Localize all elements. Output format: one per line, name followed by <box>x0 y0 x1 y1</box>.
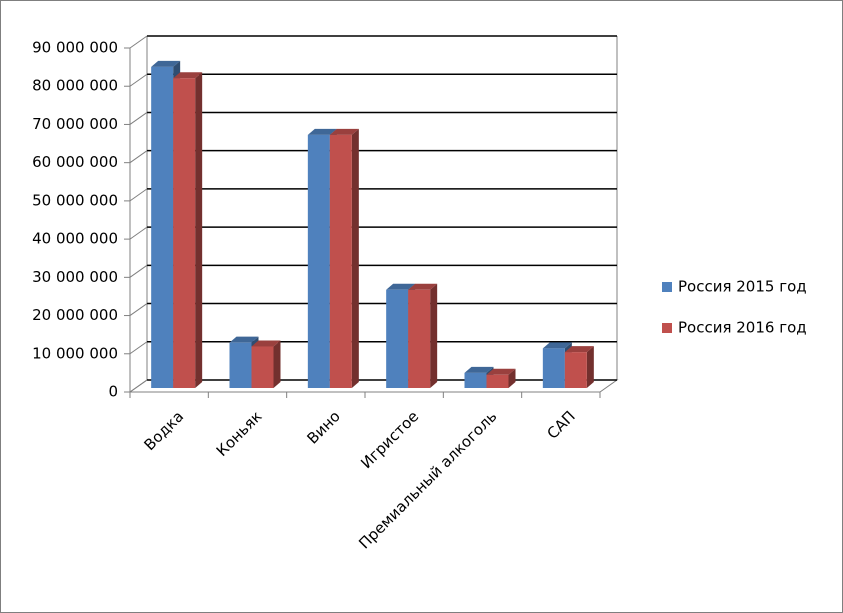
bar-top <box>386 283 416 290</box>
legend-swatch <box>662 282 672 292</box>
bar-side <box>273 340 281 388</box>
bar <box>542 348 565 388</box>
bar-group <box>173 72 203 388</box>
grid-line-side <box>129 150 148 164</box>
grid-line-side <box>129 226 148 240</box>
y-tick-label: 90 000 000 <box>32 39 118 57</box>
bar <box>564 352 587 388</box>
y-tick-label: 80 000 000 <box>32 77 118 95</box>
legend-label: Россия 2015 год <box>678 278 807 296</box>
y-tick-label: 40 000 000 <box>32 230 118 248</box>
bar-top <box>329 128 359 135</box>
bar <box>307 134 330 388</box>
bar <box>386 289 409 388</box>
bar-side <box>586 346 594 388</box>
bar-group <box>251 340 281 388</box>
grid-line-side <box>129 35 148 49</box>
bar <box>408 289 431 388</box>
y-tick-label: 10 000 000 <box>32 344 118 362</box>
bar-top <box>173 72 203 79</box>
bar-top <box>151 60 181 67</box>
bar-side <box>195 72 203 388</box>
bar-side <box>508 368 516 388</box>
grid-line-side <box>129 188 148 202</box>
bar-top <box>251 340 281 347</box>
y-tick-label: 70 000 000 <box>32 115 118 133</box>
bar-top <box>542 342 572 349</box>
grid-line-side <box>129 303 148 316</box>
bar <box>251 346 274 388</box>
y-tick-label: 50 000 000 <box>32 191 118 209</box>
y-tick-label: 20 000 000 <box>32 306 118 324</box>
bar <box>486 374 509 388</box>
grid-line-side <box>129 73 148 87</box>
grid-line-side <box>129 264 148 278</box>
y-tick-label: 60 000 000 <box>32 153 118 171</box>
bar-side <box>351 128 359 388</box>
bar-top <box>408 283 438 290</box>
bar <box>464 372 487 388</box>
y-tick-label: 0 <box>108 383 118 401</box>
legend-label: Россия 2016 год <box>678 319 807 337</box>
bar <box>329 134 352 388</box>
bar <box>229 342 252 388</box>
bar-group <box>408 283 438 388</box>
bar-top <box>464 366 494 373</box>
bar-group <box>329 128 359 388</box>
bar-side <box>430 283 438 388</box>
grid-line-side <box>129 341 148 355</box>
bar-top <box>307 128 337 135</box>
grid-line-side <box>129 112 148 125</box>
bar-group <box>486 368 516 388</box>
bar-top <box>564 346 594 353</box>
bar-group <box>564 346 594 388</box>
bar <box>173 78 196 388</box>
bar-top <box>486 368 516 375</box>
grid-line-side <box>129 379 148 393</box>
bar <box>151 66 174 388</box>
y-tick-label: 30 000 000 <box>32 268 118 286</box>
legend-swatch <box>662 323 672 333</box>
bar-top <box>229 336 259 343</box>
